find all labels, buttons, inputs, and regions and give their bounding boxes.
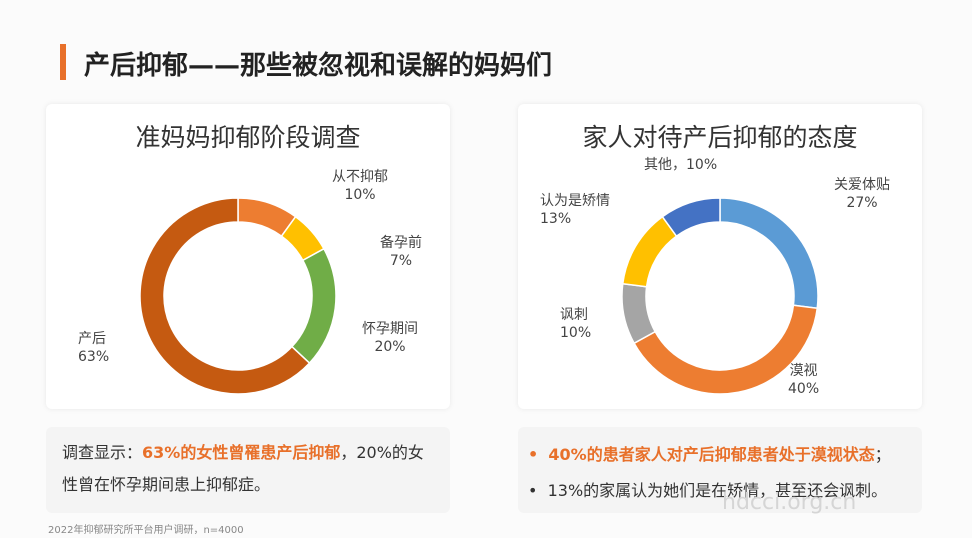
- chart-title: 准妈妈抑郁阶段调查: [135, 123, 361, 152]
- donut-chart-attitude: [621, 197, 819, 395]
- chart-panel-attitude: 家人对待产后抑郁的态度 关爱体贴 27% 漠视 40% 讽刺 10% 认为是矫情 13%…: [518, 104, 922, 409]
- note-line-2: 性曾在怀孕期间患上抑郁症。: [62, 475, 271, 494]
- label-other: 其他，10%: [644, 157, 718, 173]
- label-during-pregnancy: 怀孕期间 20%: [362, 321, 418, 355]
- chart-panel-stage: 准妈妈抑郁阶段调查 从不抑郁 10% 备孕前 7% 怀孕期间 20% 产后 63%: [46, 104, 450, 409]
- donut-chart-stage: [139, 197, 337, 395]
- donut-slice-2: [290, 247, 337, 365]
- label-never: 从不抑郁 10%: [332, 169, 388, 203]
- note-box-right: • 40%的患者家人对产后抑郁患者处于漠视状态； • 13%的家属认为她们是在矫…: [518, 427, 922, 513]
- label-before-pregnancy: 备孕前 7%: [380, 235, 422, 269]
- source-note: 2022年抑郁研究所平台用户调研，n=4000: [48, 525, 244, 536]
- donut-slice-3: [139, 197, 311, 395]
- donut-slice-4: [661, 197, 721, 238]
- donut-slice-3: [621, 215, 678, 288]
- watermark: hdcci.org.cn: [722, 490, 857, 515]
- donut-slice-2: [621, 282, 657, 345]
- title-accent-bar: [60, 44, 66, 80]
- label-caring: 关爱体贴 27%: [834, 177, 890, 211]
- label-indifferent: 漠视 40%: [788, 363, 820, 397]
- bullet-item-1: • 40%的患者家人对产后抑郁患者处于漠视状态；: [528, 445, 891, 464]
- label-pretentious: 认为是矫情 13%: [540, 193, 610, 227]
- note-line-1: 调查显示：63%的女性曾罹患产后抑郁，20%的女: [62, 443, 424, 462]
- chart-title: 家人对待产后抑郁的态度: [582, 123, 858, 152]
- bullet-item-2: • 13%的家属认为她们是在矫情，甚至还会讽刺。: [528, 481, 888, 500]
- label-sarcasm: 讽刺 10%: [560, 307, 592, 341]
- note-box-left: 调查显示：63%的女性曾罹患产后抑郁，20%的女 性曾在怀孕期间患上抑郁症。: [46, 427, 450, 513]
- page-title: 产后抑郁——那些被忽视和误解的妈妈们: [84, 51, 553, 81]
- label-postpartum: 产后 63%: [78, 331, 110, 365]
- donut-slice-0: [719, 197, 819, 310]
